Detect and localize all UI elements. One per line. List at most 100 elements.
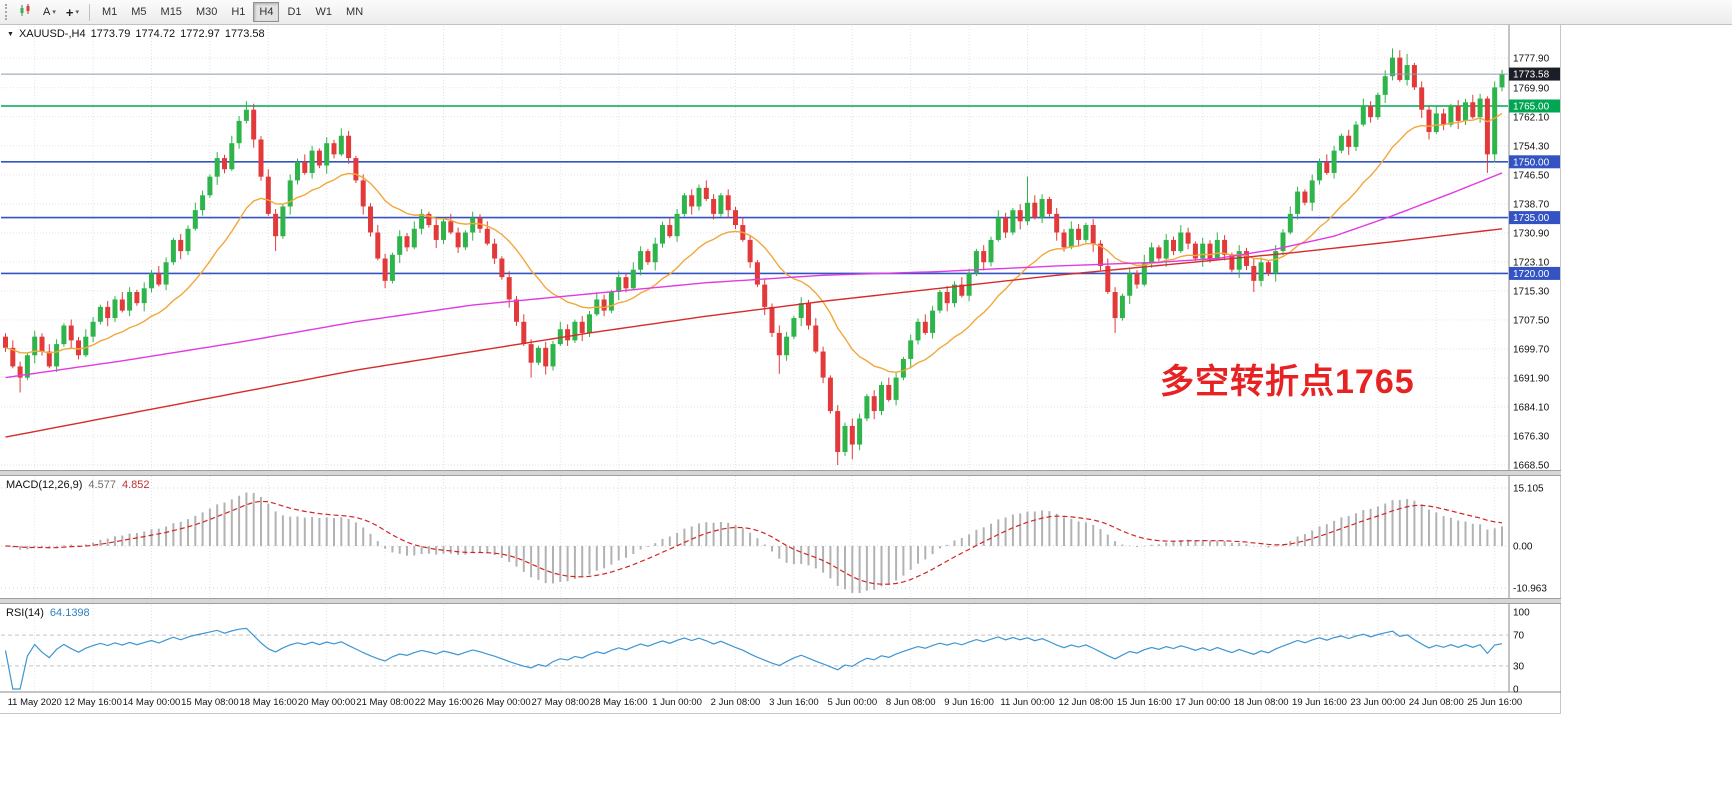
candles (3, 48, 1505, 466)
candle-body (1317, 161, 1322, 181)
axis-tick-label: 1676.30 (1513, 431, 1550, 442)
timeframe-button-m1[interactable]: M1 (101, 6, 118, 18)
price-axis[interactable] (1509, 25, 1561, 692)
candle-body (236, 120, 242, 144)
crosshair-tool-button[interactable]: + ▾ (62, 1, 83, 23)
date-tick-label: 18 Jun 08:00 (1234, 697, 1289, 708)
axis-tick-label: 1769.90 (1513, 83, 1550, 94)
timeframe-button-mn[interactable]: MN (346, 6, 364, 18)
candle-body (1338, 135, 1344, 151)
candle-body (645, 251, 651, 263)
pane-divider[interactable] (0, 470, 1561, 476)
candle-body (76, 340, 81, 356)
timeframe-button-d1[interactable]: D1 (287, 6, 302, 18)
timeframe-button-m5[interactable]: M5 (131, 6, 147, 18)
candle-body (243, 109, 249, 121)
macd-pane[interactable] (1, 477, 1508, 597)
candle-body (68, 325, 74, 341)
axis-tick-label: 1691.90 (1513, 373, 1550, 384)
candle-body (1346, 135, 1352, 147)
candle-body (608, 292, 614, 311)
candle-body (1302, 191, 1308, 203)
slow-ma-line (5, 228, 1503, 438)
axis-tick-label: -10.963 (1513, 584, 1547, 595)
candle-body (1397, 57, 1403, 80)
timeframe-button-h4[interactable]: H4 (253, 2, 280, 22)
candle-body (1273, 251, 1279, 274)
candle-body (601, 299, 607, 311)
candle-body (316, 150, 322, 166)
candlestick-chart-icon (18, 3, 33, 21)
candle-body (1390, 57, 1395, 77)
candle-body (535, 347, 541, 363)
main-chart-pane[interactable] (1, 26, 1508, 470)
time-axis[interactable] (0, 692, 1561, 712)
candle-body (3, 336, 8, 348)
candle-body (360, 180, 366, 207)
candle-body (404, 236, 410, 248)
axis-tick-label: 1668.50 (1513, 461, 1550, 472)
candle-body (1353, 124, 1359, 147)
rsi-label: RSI(14) 64.1398 (6, 607, 90, 619)
candle-body (718, 195, 724, 214)
candle-body (97, 306, 103, 322)
date-tick-label: 26 May 00:00 (473, 697, 531, 708)
candle-body (1404, 65, 1410, 80)
fast-ma-line (5, 112, 1503, 373)
timeframe-button-m15[interactable]: M15 (160, 6, 182, 18)
candle-body (543, 347, 549, 367)
candle-body (1382, 76, 1388, 95)
candle-body (192, 210, 198, 229)
candle-body (178, 239, 184, 252)
candle-body (1222, 239, 1228, 255)
chart-type-button[interactable] (14, 1, 37, 23)
candle-body (455, 232, 461, 248)
toolbar-separator (88, 3, 90, 21)
candle-body (61, 325, 67, 345)
candle-body (499, 258, 505, 278)
candle-body (251, 109, 257, 140)
candle-body (433, 225, 439, 240)
candle-body (24, 355, 30, 378)
candle-body (579, 321, 585, 333)
price-tag-label: 1720.00 (1513, 269, 1550, 280)
date-tick-label: 11 May 2020 (8, 697, 62, 708)
date-tick-label: 20 May 00:00 (298, 697, 356, 708)
candle-body (681, 195, 687, 214)
timeframe-button-w1[interactable]: W1 (315, 6, 333, 18)
candle-body (17, 366, 23, 378)
collapse-arrow-icon[interactable]: ▼ (7, 30, 14, 38)
axis-tick-label: 30 (1513, 661, 1525, 672)
candle-body (470, 217, 476, 233)
rsi-pane[interactable] (1, 605, 1508, 691)
candle-body (1185, 232, 1191, 244)
candle-body (915, 321, 921, 341)
candle-body (346, 135, 352, 159)
candle-body (375, 232, 381, 259)
date-tick-label: 27 May 08:00 (532, 697, 590, 708)
text-tool-button[interactable]: A ▾ (39, 1, 60, 23)
candle-body (426, 213, 432, 226)
candle-body (1419, 87, 1425, 110)
chart-annotation[interactable]: 多空转折点1765 (1160, 363, 1415, 401)
candle-body (798, 303, 804, 319)
candle-body (295, 161, 300, 181)
date-tick-label: 15 May 08:00 (181, 697, 239, 708)
date-tick-label: 23 Jun 00:00 (1350, 697, 1405, 708)
candle-body (229, 143, 235, 170)
candle-body (769, 306, 775, 333)
timeframe-button-m30[interactable]: M30 (195, 6, 218, 18)
candle-body (1463, 102, 1468, 121)
candle-body (258, 139, 264, 177)
axis-tick-label: 1699.70 (1513, 344, 1550, 355)
pane-divider[interactable] (0, 598, 1561, 604)
symbol-name: XAUUSD-,H4 (18, 28, 86, 40)
axis-tick-label: 1777.90 (1513, 54, 1550, 65)
timeframe-button-h1[interactable]: H1 (231, 6, 246, 18)
candle-body (550, 344, 556, 367)
candle-body (287, 180, 293, 207)
toolbar-grip[interactable] (5, 4, 9, 20)
candle-body (1280, 232, 1286, 252)
